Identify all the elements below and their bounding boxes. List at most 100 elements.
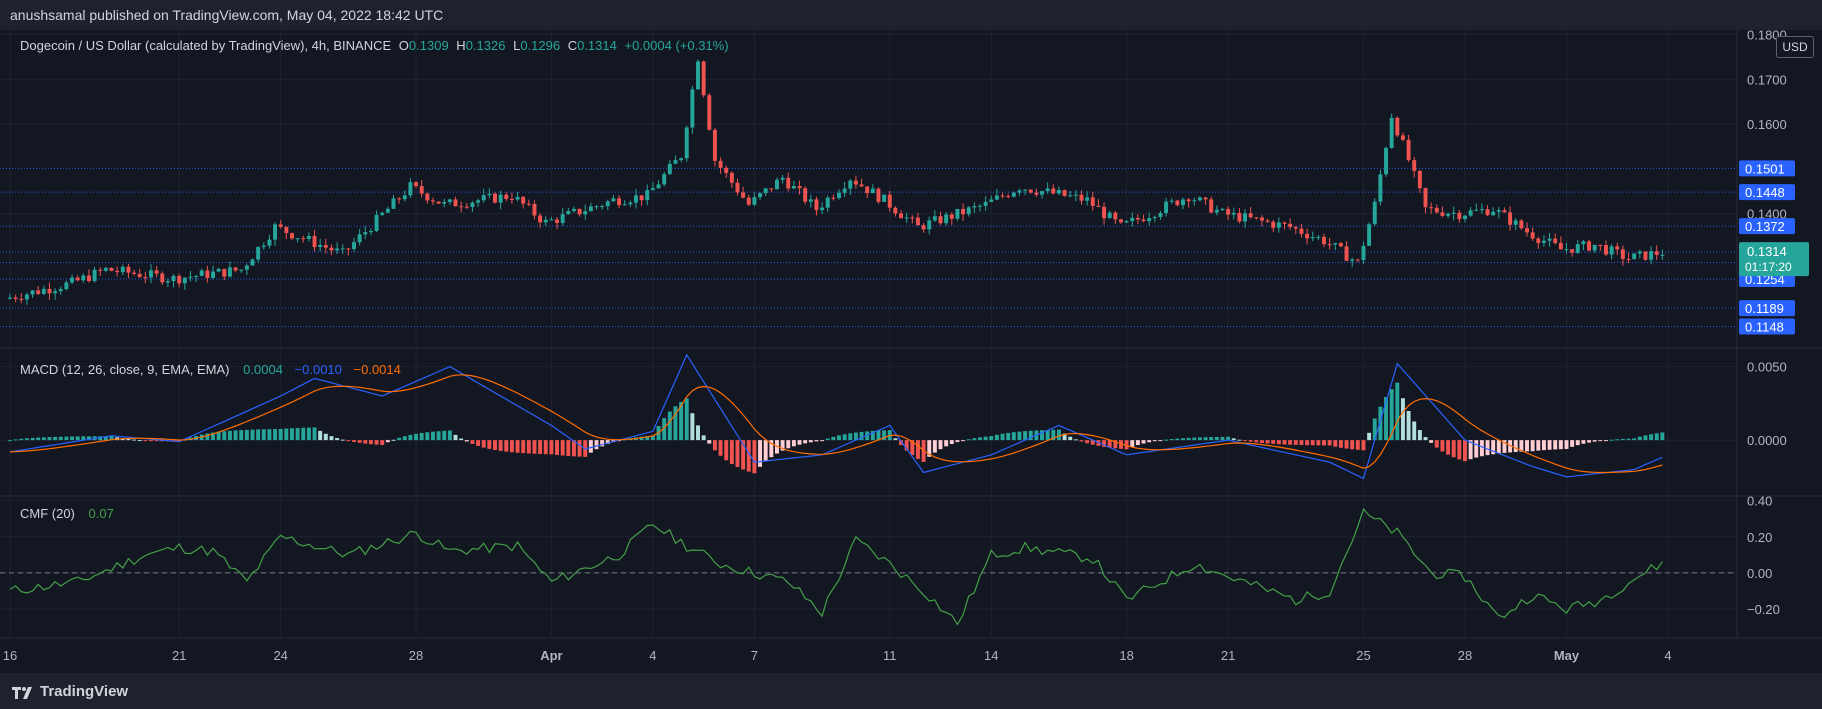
macd-label[interactable]: MACD (12, 26, close, 9, EMA, EMA) (20, 362, 230, 377)
candle (1028, 189, 1033, 193)
candle (1107, 212, 1112, 219)
candle (1299, 228, 1304, 234)
chart-area[interactable]: 0.1800 0.1700 0.1600 0.1400 0.1501 0.1448 0.13… (0, 27, 1822, 673)
macd-hist-bar (571, 440, 576, 457)
price-tick-label: 0.1400 (1747, 207, 1787, 222)
macd-hist-bar (978, 437, 982, 441)
macd-hist-bar (814, 440, 819, 442)
candle (267, 239, 272, 246)
macd-hist-bar (1525, 440, 1529, 452)
candle (1271, 221, 1276, 228)
candle (696, 61, 700, 90)
candle (741, 192, 746, 198)
macd-hist-bar (927, 440, 932, 457)
candle (1316, 236, 1321, 238)
candle (724, 167, 729, 173)
candle (1135, 217, 1140, 220)
candle (1389, 117, 1394, 148)
candle (645, 190, 650, 201)
candle (543, 219, 548, 223)
candle (915, 217, 920, 226)
candle (1073, 194, 1078, 196)
close-label: C (567, 38, 578, 53)
candle (357, 234, 362, 243)
macd-hist-bar (1440, 440, 1445, 452)
candle (188, 276, 193, 278)
macd-hist-bar (509, 440, 514, 453)
candle (1231, 212, 1236, 215)
macd-hist-bar (1107, 440, 1112, 448)
time-tick-label: 18 (1119, 648, 1133, 663)
macd-hist-bar (521, 440, 526, 454)
candle (103, 267, 108, 271)
macd-hist-bar (1068, 436, 1073, 441)
candle (1485, 209, 1490, 216)
macd-hist-bar (19, 438, 24, 441)
macd-tick-label: 0.0000 (1747, 433, 1787, 448)
candle (1457, 212, 1462, 220)
symbol-title[interactable]: Dogecoin / US Dollar (calculated by Trad… (20, 38, 392, 53)
cmf-label[interactable]: CMF (20) (20, 506, 75, 521)
macd-hist-bar (1485, 440, 1490, 456)
candle (165, 281, 170, 283)
candle (1062, 190, 1067, 196)
signal-line (9, 374, 1663, 474)
candle (876, 188, 881, 202)
macd-hist-bar (1530, 440, 1535, 452)
macd-hist-bar (402, 436, 407, 441)
countdown-label: 01:17:20 (1745, 260, 1792, 274)
time-tick-label: 4 (649, 648, 656, 663)
candles (8, 59, 1665, 305)
candle (893, 207, 898, 214)
candle (786, 177, 791, 189)
macd-hist-bar (1592, 440, 1597, 442)
candle (961, 208, 966, 215)
macd-hist-bar (735, 440, 740, 468)
macd-hist-bar (1434, 440, 1439, 448)
macd-hist-bar (81, 436, 86, 441)
candle (758, 193, 763, 198)
macd-hist-bar (1553, 440, 1558, 450)
candle (549, 219, 554, 221)
candle (526, 203, 531, 205)
candle (617, 198, 622, 206)
candle (1090, 197, 1095, 206)
macd-hist-bar (808, 440, 813, 443)
candle (1570, 249, 1575, 253)
macd-hist-bar (1102, 440, 1107, 447)
macd-hist-bar (848, 433, 853, 441)
macd-hist-bar (1006, 432, 1011, 441)
candle (1395, 117, 1400, 136)
candle (746, 197, 751, 205)
time-tick-label: 11 (883, 648, 897, 663)
macd-hist-bar (983, 436, 988, 441)
candle (1259, 217, 1264, 221)
macd-hist-bar (1090, 440, 1095, 445)
candle (1214, 209, 1219, 213)
chart-svg[interactable]: 0.18000.17000.16000.14000.15010.14480.13… (0, 27, 1822, 673)
candle (289, 233, 294, 239)
currency-button[interactable]: USD (1776, 36, 1814, 58)
macd-hist-bar (1372, 418, 1377, 441)
macd-hist-bar (1073, 439, 1078, 441)
candle (927, 220, 932, 230)
open-value: 0.1309 (408, 38, 449, 53)
candle (380, 212, 385, 215)
macd-hist-bar (949, 440, 954, 445)
macd-hist-bar (312, 427, 317, 441)
level-label-box (1739, 318, 1795, 335)
time-tick-label: 4 (1664, 648, 1671, 663)
tradingview-logo[interactable]: TradingView (12, 683, 128, 700)
candle (769, 188, 774, 190)
macd-hist-bar (1017, 431, 1022, 441)
candle (1412, 160, 1417, 171)
candle (8, 297, 12, 299)
candle (628, 202, 633, 205)
candle (1502, 210, 1507, 213)
macd-hist-bar (453, 434, 458, 441)
candle (1305, 233, 1310, 239)
candle (493, 193, 497, 203)
level-label: 0.1448 (1745, 185, 1785, 200)
macd-hist-bar (555, 440, 560, 455)
macd-hist-value: 0.0004 (243, 362, 283, 377)
